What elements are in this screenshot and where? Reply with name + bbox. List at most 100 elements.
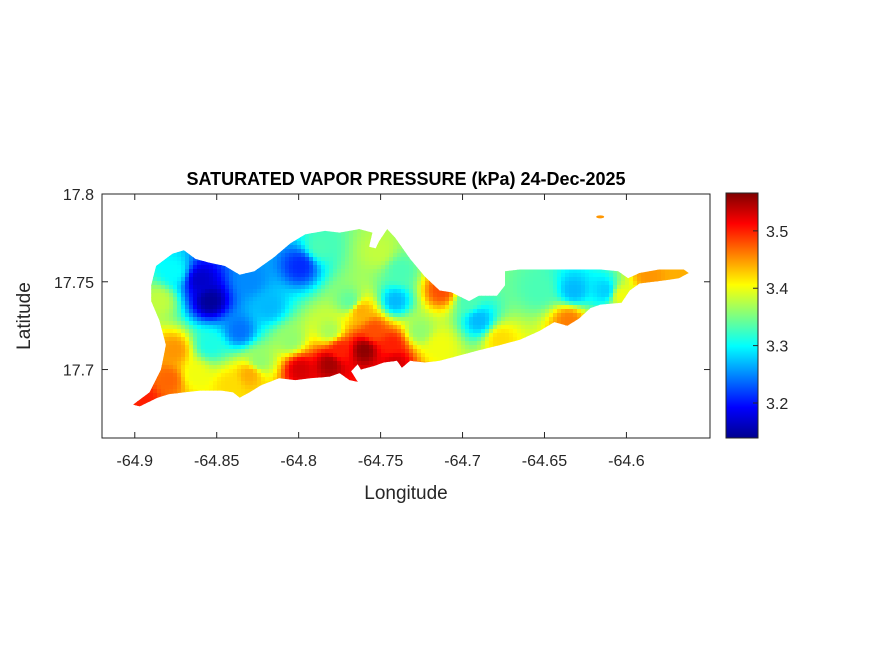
heatmap-cell [353,313,358,318]
heatmap-cell [169,261,174,266]
heatmap-cell [525,301,530,306]
heatmap-cell [369,309,374,314]
plot-area [101,193,711,439]
heatmap-cell [309,361,314,366]
heatmap-cell [357,361,362,366]
heatmap-cell [325,281,330,286]
heatmap-cell [489,317,494,322]
heatmap-cell [473,309,478,314]
heatmap-cell [505,313,510,318]
heatmap-cell [285,293,290,298]
heatmap-cell [293,301,298,306]
heatmap-cell [265,317,270,322]
heatmap-cell [429,361,434,366]
heatmap-cell [457,329,462,334]
heatmap-cell [473,349,478,354]
heatmap-cell [229,265,234,270]
heatmap-cell [253,337,258,342]
heatmap-cell [237,377,242,382]
heatmap-cell [225,393,230,398]
heatmap-cell [517,273,522,278]
heatmap-cell [513,337,518,342]
heatmap-cell [377,341,382,346]
heatmap-cell [373,273,378,278]
heatmap-cell [273,333,278,338]
heatmap-cell [513,289,518,294]
heatmap-cell [373,309,378,314]
heatmap-cell [181,321,186,326]
heatmap-cell [553,265,558,270]
heatmap-cell [337,305,342,310]
heatmap-cell [245,365,250,370]
heatmap-cell [413,313,418,318]
heatmap-cell [341,373,346,378]
heatmap-cell [277,313,282,318]
heatmap-cell [385,313,390,318]
heatmap-cell [373,265,378,270]
heatmap-cell [277,265,282,270]
heatmap-cell [333,345,338,350]
heatmap-cell [149,301,154,306]
heatmap-cell [257,261,262,266]
heatmap-cell [161,293,166,298]
heatmap-cell [217,373,222,378]
heatmap-cell [241,281,246,286]
heatmap-cell [217,297,222,302]
heatmap-cell [213,337,218,342]
heatmap-cell [397,313,402,318]
heatmap-cell [361,313,366,318]
heatmap-cell [477,293,482,298]
heatmap-cell [597,269,602,274]
heatmap-cell [513,285,518,290]
heatmap-cell [449,297,454,302]
heatmap-cell [521,285,526,290]
heatmap-cell [613,273,618,278]
heatmap-cell [173,273,178,278]
heatmap-cell [253,309,258,314]
heatmap-cell [417,345,422,350]
heatmap-cell [617,289,622,294]
heatmap-cell [265,313,270,318]
heatmap-cell [449,349,454,354]
heatmap-cell [329,261,334,266]
heatmap-cell [289,261,294,266]
heatmap-cell [165,325,170,330]
heatmap-cell [261,313,266,318]
heatmap-cell [605,289,610,294]
heatmap-cell [365,329,370,334]
heatmap-cell [189,265,194,270]
heatmap-cell [269,285,274,290]
heatmap-cell [221,357,226,362]
heatmap-cell [401,285,406,290]
heatmap-cell [197,257,202,262]
heatmap-cell [297,273,302,278]
heatmap-cell [337,329,342,334]
heatmap-cell [233,345,238,350]
heatmap-cell [493,317,498,322]
heatmap-cell [393,285,398,290]
heatmap-cell [237,309,242,314]
heatmap-cell [173,337,178,342]
heatmap-cell [613,281,618,286]
heatmap-cell [289,301,294,306]
heatmap-cell [321,293,326,298]
heatmap-cell [153,301,158,306]
heatmap-cell [289,237,294,242]
heatmap-cell [661,273,666,278]
heatmap-cell [305,333,310,338]
heatmap-cell [173,285,178,290]
heatmap-cell [321,237,326,242]
heatmap-cell [277,281,282,286]
heatmap-cell [185,281,190,286]
heatmap-cell [333,277,338,282]
heatmap-cell [309,273,314,278]
heatmap-cell [301,313,306,318]
heatmap-cell [189,313,194,318]
heatmap-cell [341,281,346,286]
heatmap-cell [525,281,530,286]
heatmap-cell [557,305,562,310]
heatmap-cell [485,297,490,302]
heatmap-cell [553,301,558,306]
heatmap-cell [385,261,390,266]
heatmap-cell [609,269,614,274]
